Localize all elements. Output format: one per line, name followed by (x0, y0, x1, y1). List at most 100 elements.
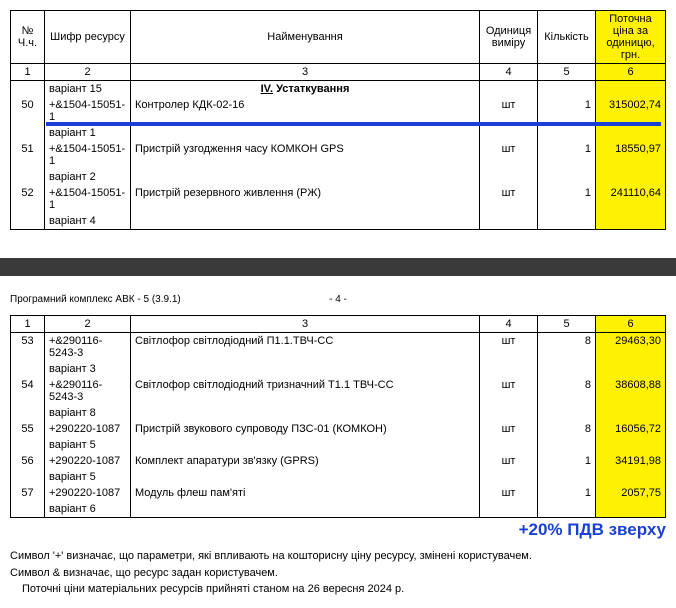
row-unit: шт (480, 377, 538, 405)
row-qty: 1 (538, 185, 596, 213)
coln-3: 3 (131, 64, 480, 81)
section-name: Устаткування (276, 83, 349, 95)
row-unit: шт (480, 421, 538, 437)
row-code: +&1504-15051-1 (45, 141, 131, 169)
row-qty: 8 (538, 377, 596, 405)
row-num: 50 (11, 97, 45, 125)
variant-row: варіант 4 (11, 213, 666, 230)
row-qty: 1 (538, 485, 596, 501)
header-row: № Ч.ч. Шифр ресурсу Найменування Одиниця… (11, 11, 666, 64)
hdr-unit: Одиниця виміру (480, 11, 538, 64)
coln-5: 5 (538, 64, 596, 81)
row-name: Модуль флеш пам'яті (131, 485, 480, 501)
row-code: +290220-1087 (45, 453, 131, 469)
table-row: 54 +&290116-5243-3 Світлофор світлодіодн… (11, 377, 666, 405)
pre-variant: варіант 15 (45, 81, 131, 98)
hdr-code: Шифр ресурсу (45, 11, 131, 64)
row-code: +290220-1087 (45, 485, 131, 501)
coln-1: 1 (11, 316, 45, 333)
variant-row: варіант 2 (11, 169, 666, 185)
row-name: Контролер КДК-02-16 (131, 97, 480, 125)
row-code: +&1504-15051-1 (45, 97, 131, 125)
coln-2: 2 (45, 316, 131, 333)
row-num: 52 (11, 185, 45, 213)
table-row: 53 +&290116-5243-3 Світлофор світлодіодн… (11, 333, 666, 362)
variant-row: варіант 6 (11, 501, 666, 518)
table-row: 56 +290220-1087 Комплект апаратури зв'яз… (11, 453, 666, 469)
row-code: +&1504-15051-1 (45, 185, 131, 213)
row-variant: варіант 5 (45, 469, 131, 485)
row-price: 38608,88 (596, 377, 666, 405)
software-name: Програмний комплекс АВК - 5 (3.9.1) (10, 294, 308, 305)
row-price: 241110,64 (596, 185, 666, 213)
row-variant: варіант 8 (45, 405, 131, 421)
footer-line-2: Символ & визначає, що ресурс задан корис… (10, 565, 666, 582)
hdr-name: Найменування (131, 11, 480, 64)
row-variant: варіант 3 (45, 361, 131, 377)
row-name: Світлофор світлодіодний тризначний Т1.1 … (131, 377, 480, 405)
section-title: IV. Устаткування (131, 81, 480, 98)
variant-row: варіант 8 (11, 405, 666, 421)
footer-notes: Символ '+' визначає, що параметри, які в… (10, 548, 666, 598)
table-row: 51 +&1504-15051-1 Пристрій узгодження ча… (11, 141, 666, 169)
variant-row: варіант 5 (11, 469, 666, 485)
table-row: 52 +&1504-15051-1 Пристрій резервного жи… (11, 185, 666, 213)
vat-note: +20% ПДВ зверху (10, 520, 666, 540)
row-price: 29463,30 (596, 333, 666, 362)
row-variant: варіант 4 (45, 213, 131, 230)
row-price: 16056,72 (596, 421, 666, 437)
row-unit: шт (480, 97, 538, 125)
colnum-row: 1 2 3 4 5 6 (11, 316, 666, 333)
row-name: Пристрій узгодження часу КОМКОН GPS (131, 141, 480, 169)
row-num: 57 (11, 485, 45, 501)
coln-3: 3 (131, 316, 480, 333)
coln-1: 1 (11, 64, 45, 81)
coln-6: 6 (596, 316, 666, 333)
row-variant: варіант 5 (45, 437, 131, 453)
coln-4: 4 (480, 64, 538, 81)
row-num: 53 (11, 333, 45, 362)
row-name: Пристрій звукового супроводу ПЗС-01 (КОМ… (131, 421, 480, 437)
row-unit: шт (480, 453, 538, 469)
row-price: 18550,97 (596, 141, 666, 169)
coln-4: 4 (480, 316, 538, 333)
row-name: Комплект апаратури зв'язку (GPRS) (131, 453, 480, 469)
row-num: 54 (11, 377, 45, 405)
page-divider (0, 258, 676, 276)
row-qty: 1 (538, 141, 596, 169)
spec-table-2: 1 2 3 4 5 6 53 +&290116-5243-3 Світлофор… (10, 315, 666, 518)
row-unit: шт (480, 485, 538, 501)
row-num: 56 (11, 453, 45, 469)
row-num: 51 (11, 141, 45, 169)
coln-5: 5 (538, 316, 596, 333)
row-qty: 1 (538, 453, 596, 469)
table-row: 50 +&1504-15051-1 Контролер КДК-02-16 шт… (11, 97, 666, 125)
variant-row: варіант 3 (11, 361, 666, 377)
coln-2: 2 (45, 64, 131, 81)
row-qty: 8 (538, 421, 596, 437)
row-name: Пристрій резервного живлення (РЖ) (131, 185, 480, 213)
footer-line-1: Символ '+' визначає, що параметри, які в… (10, 548, 666, 565)
colnum-row: 1 2 3 4 5 6 (11, 64, 666, 81)
footer-line-3: Поточні ціни матеріальних ресурсів прийн… (10, 581, 666, 598)
row-variant: варіант 6 (45, 501, 131, 518)
row-price: 2057,75 (596, 485, 666, 501)
row-code: +&290116-5243-3 (45, 333, 131, 362)
spec-table-1: № Ч.ч. Шифр ресурсу Найменування Одиниця… (10, 10, 666, 230)
coln-6: 6 (596, 64, 666, 81)
row-name: Світлофор світлодіодний П1.1.ТВЧ-СС (131, 333, 480, 362)
page-number: - 4 - (308, 294, 368, 305)
row-price: 315002,74 (596, 97, 666, 125)
row-variant: варіант 2 (45, 169, 131, 185)
row-unit: шт (480, 333, 538, 362)
page-info: Програмний комплекс АВК - 5 (3.9.1) - 4 … (10, 294, 666, 305)
section-iv: IV. (261, 83, 273, 95)
row-unit: шт (480, 185, 538, 213)
table-row: 57 +290220-1087 Модуль флеш пам'яті шт 1… (11, 485, 666, 501)
row-variant: варіант 1 (45, 125, 131, 141)
hdr-qty: Кількість (538, 11, 596, 64)
hdr-num: № Ч.ч. (11, 11, 45, 64)
row-qty: 1 (538, 97, 596, 125)
row-code: +290220-1087 (45, 421, 131, 437)
page-gap (10, 230, 666, 258)
